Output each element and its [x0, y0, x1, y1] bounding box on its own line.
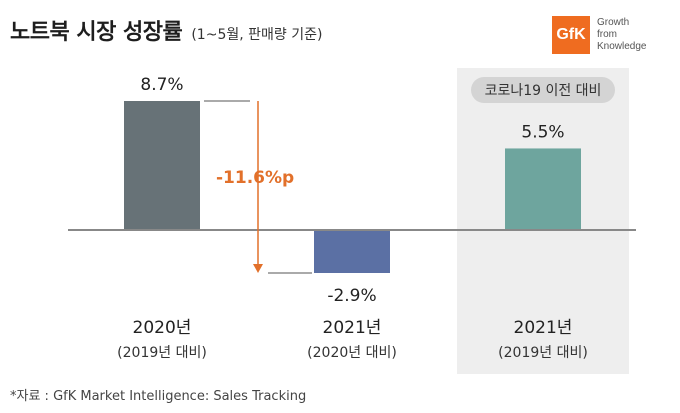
- highlight-badge-label: 코로나19 이전 대비: [485, 83, 602, 99]
- gfk-tagline-line-1: Growth: [597, 17, 630, 28]
- category-sublabel-1: (2019년 대비): [117, 345, 207, 361]
- data-label-2: -2.9%: [327, 286, 376, 306]
- bar-1: [124, 101, 200, 230]
- gfk-logo-mark: GfK: [552, 16, 590, 54]
- annotation-label: -11.6%p: [216, 168, 294, 188]
- growth-bar-chart: 코로나19 이전 대비 8.7% -2.9% 5.5% -11.6%p 2020년 (201…: [68, 68, 636, 374]
- annotation-arrow-head: [253, 264, 263, 273]
- data-label-3: 5.5%: [521, 122, 564, 142]
- category-label-3: 2021년: [514, 318, 573, 338]
- category-sublabel-2: (2020년 대비): [307, 345, 397, 361]
- highlight-badge: [471, 77, 615, 103]
- gfk-logo: GfK Growth from Knowledge: [552, 16, 646, 54]
- bar-2: [314, 230, 390, 273]
- chart-subtitle: (1~5월, 판매량 기준): [191, 27, 323, 43]
- chart-header: 노트북 시장 성장률 (1~5월, 판매량 기준): [10, 14, 322, 46]
- gfk-tagline-line-2: from: [597, 29, 617, 40]
- bar-3: [505, 148, 581, 230]
- category-label-1: 2020년: [133, 318, 192, 338]
- gfk-logo-tagline: Growth from Knowledge: [597, 17, 646, 53]
- source-footnote: *자료 : GfK Market Intelligence: Sales Tra…: [10, 389, 307, 404]
- gfk-tagline-line-3: Knowledge: [597, 41, 647, 52]
- category-label-2: 2021년: [323, 318, 382, 338]
- category-sublabel-3: (2019년 대비): [498, 345, 588, 361]
- chart-title: 노트북 시장 성장률: [10, 20, 183, 45]
- data-label-1: 8.7%: [140, 75, 183, 95]
